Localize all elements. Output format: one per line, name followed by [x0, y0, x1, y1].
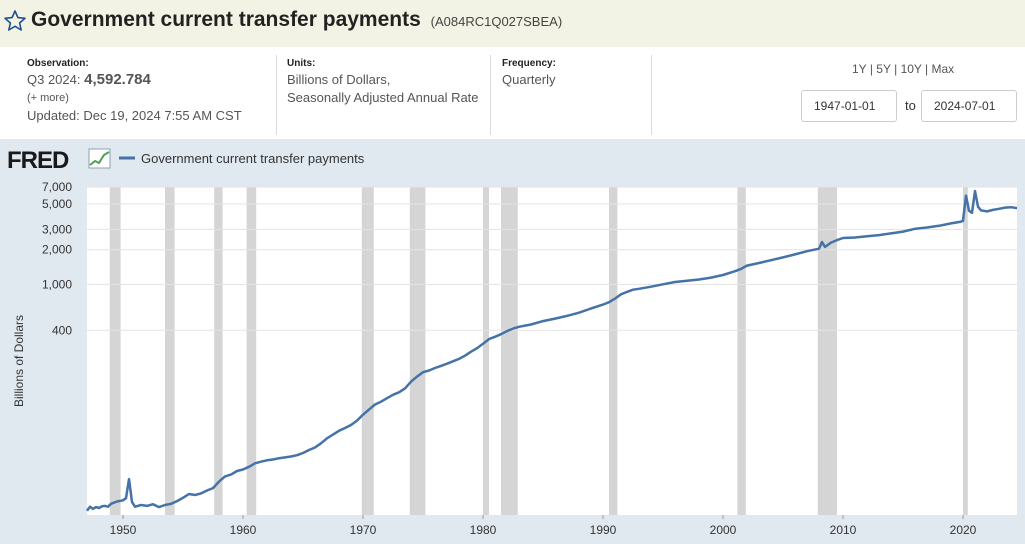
fred-logo-text: FRED [7, 147, 69, 174]
star-outline-icon[interactable] [3, 9, 27, 33]
range-1y-button[interactable]: 1Y [852, 62, 867, 76]
recession-band [483, 187, 489, 515]
end-date-input[interactable] [921, 90, 1017, 122]
range-selector: 1Y | 5Y | 10Y | Max [852, 62, 954, 76]
y-tick-label: 3,000 [42, 222, 72, 236]
recession-band [214, 187, 223, 515]
x-tick-label: 2010 [830, 523, 857, 537]
updated-label: Updated: [27, 108, 80, 123]
frequency-value: Quarterly [502, 72, 556, 87]
units-line-1: Billions of Dollars, [287, 72, 391, 87]
units-line-2: Seasonally Adjusted Annual Rate [287, 90, 479, 105]
y-tick-label: 400 [52, 323, 72, 337]
range-max-button[interactable]: Max [931, 62, 955, 76]
legend-label[interactable]: Government current transfer payments [141, 151, 365, 166]
updated-row: Updated: Dec 19, 2024 7:55 AM CST [27, 107, 242, 125]
frequency-block: Frequency: Quarterly [502, 57, 556, 89]
recession-band [165, 187, 175, 515]
x-tick-label: 2000 [710, 523, 737, 537]
units-label: Units: [287, 58, 316, 69]
y-tick-label: 2,000 [42, 243, 72, 257]
divider [651, 55, 652, 135]
recession-band [409, 187, 426, 515]
metadata-panel: Observation: Q3 2024: 4,592.784 (+ more)… [0, 47, 1025, 139]
range-10y-button[interactable]: 10Y [900, 62, 922, 76]
observation-row: Q3 2024: 4,592.784 [27, 71, 242, 89]
x-tick-label: 1950 [110, 523, 137, 537]
start-date-input[interactable] [801, 90, 897, 122]
recession-band [737, 187, 746, 515]
y-tick-label: 7,000 [42, 180, 72, 194]
series-id: (A084RC1Q027SBEA) [430, 14, 563, 29]
observation-label: Observation: [27, 58, 89, 69]
recession-band [609, 187, 618, 515]
fred-chart-icon [88, 148, 111, 169]
page-title: Government current transfer payments (A0… [31, 8, 562, 32]
recession-band [501, 187, 518, 515]
divider [276, 55, 277, 135]
observation-value: 4,592.784 [84, 71, 151, 88]
recession-band [246, 187, 257, 515]
series-title: Government current transfer payments [31, 8, 421, 31]
y-tick-label: 1,000 [42, 277, 72, 291]
fred-logo[interactable]: FRED [7, 147, 111, 174]
range-5y-button[interactable]: 5Y [876, 62, 891, 76]
range-separator: | [869, 62, 873, 76]
units-block: Units: Billions of Dollars, Seasonally A… [287, 57, 479, 107]
divider [490, 55, 491, 135]
x-tick-label: 1980 [470, 523, 497, 537]
y-axis-label: Billions of Dollars [12, 315, 26, 407]
x-tick-label: 1960 [230, 523, 257, 537]
x-tick-label: 1990 [590, 523, 617, 537]
recession-band [109, 187, 121, 515]
plot-area [87, 187, 1017, 515]
to-label: to [905, 98, 916, 113]
range-separator: | [894, 62, 898, 76]
chart-panel: FRED Government current transfer payment… [0, 139, 1025, 544]
y-tick-label: 5,000 [42, 197, 72, 211]
recession-band [361, 187, 374, 515]
more-link[interactable]: (+ more) [27, 92, 69, 104]
line-chart: FRED Government current transfer payment… [7, 147, 1018, 537]
observation-block: Observation: Q3 2024: 4,592.784 (+ more)… [27, 57, 242, 125]
recession-band [963, 187, 968, 515]
x-tick-label: 2020 [950, 523, 977, 537]
range-separator: | [925, 62, 929, 76]
recession-band [817, 187, 837, 515]
updated-value: Dec 19, 2024 7:55 AM CST [83, 108, 242, 123]
observation-period: Q3 2024: [27, 72, 81, 87]
title-bar: Government current transfer payments (A0… [0, 0, 1025, 47]
series-line[interactable] [86, 189, 1018, 512]
frequency-label: Frequency: [502, 58, 556, 69]
x-tick-label: 1970 [350, 523, 377, 537]
